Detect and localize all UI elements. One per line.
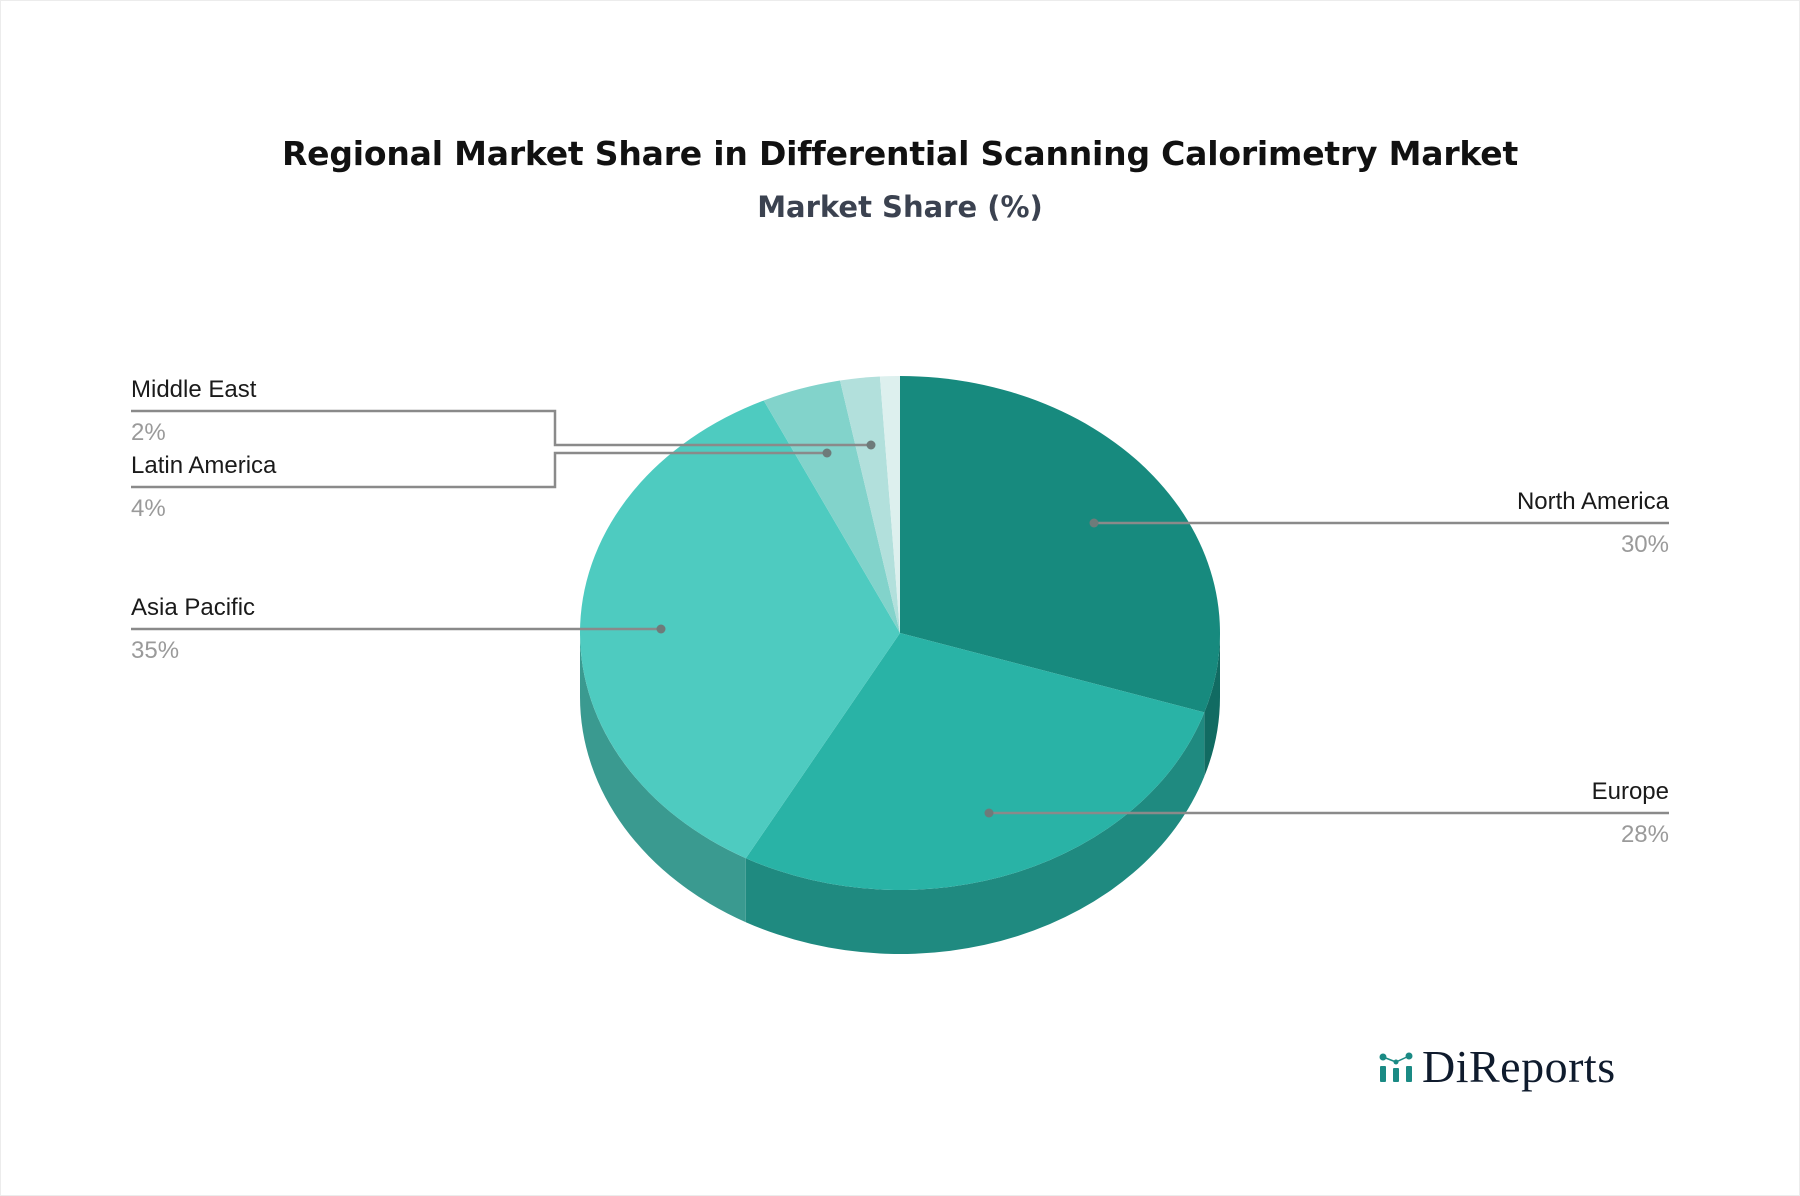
pie-slice-middle-east[interactable] bbox=[840, 376, 900, 633]
value-north-america: 30% bbox=[1621, 531, 1669, 558]
label-north-america: North America bbox=[1517, 488, 1670, 515]
pie-side-asia-pacific bbox=[580, 633, 746, 923]
label-asia-pacific: Asia Pacific bbox=[131, 594, 255, 621]
pie-slice-latin-america[interactable] bbox=[763, 380, 900, 633]
leader-lines bbox=[131, 409, 1669, 815]
value-asia-pacific: 35% bbox=[131, 637, 179, 664]
leader-dot-asia-pacific bbox=[656, 624, 666, 634]
pie-slice-other[interactable] bbox=[879, 376, 900, 633]
pie-top-face bbox=[580, 376, 1221, 890]
pie-side-europe bbox=[745, 712, 1205, 954]
pie-slice-north-america[interactable] bbox=[900, 376, 1221, 713]
value-latin-america: 4% bbox=[131, 495, 166, 522]
pie-slice-asia-pacific[interactable] bbox=[580, 400, 900, 859]
leader-dot-europe bbox=[984, 808, 994, 818]
chart-subtitle: Market Share (%) bbox=[757, 190, 1043, 224]
pie-side-walls bbox=[580, 633, 1220, 954]
brand-name: DiReports bbox=[1422, 1040, 1616, 1092]
label-latin-america: Latin America bbox=[131, 452, 277, 479]
value-europe: 28% bbox=[1621, 821, 1669, 848]
bar-chart-nodes-icon bbox=[1379, 1052, 1413, 1082]
pie-side-north-america bbox=[1204, 633, 1220, 777]
leader-dot-middle-east bbox=[866, 440, 876, 450]
value-middle-east: 2% bbox=[131, 419, 166, 446]
chart-title: Regional Market Share in Differential Sc… bbox=[281, 134, 1519, 173]
leader-dots bbox=[656, 440, 1099, 818]
brand-logo: DiReports bbox=[1376, 1036, 1616, 1096]
label-middle-east: Middle East bbox=[131, 376, 257, 403]
label-europe: Europe bbox=[1592, 778, 1669, 805]
leader-line-middle-east bbox=[131, 409, 871, 447]
leader-dot-latin-america bbox=[822, 448, 832, 458]
leader-line-latin-america bbox=[131, 451, 827, 489]
leader-dot-north-america bbox=[1089, 518, 1099, 528]
pie-slice-europe[interactable] bbox=[745, 633, 1205, 890]
